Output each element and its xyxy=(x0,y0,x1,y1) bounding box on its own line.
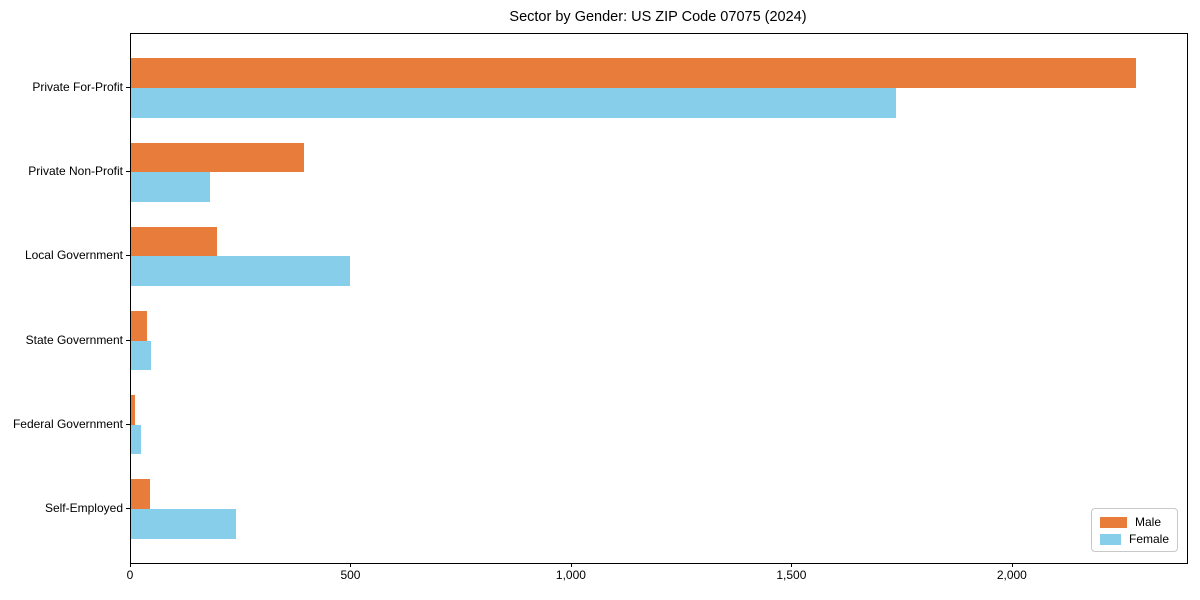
bar-female-4 xyxy=(131,424,142,455)
bar-female-3 xyxy=(131,340,151,371)
x-tick-mark xyxy=(791,563,793,567)
bar-female-0 xyxy=(131,88,896,118)
bar-female-1 xyxy=(131,172,210,202)
legend-item-male: Male xyxy=(1100,515,1169,529)
legend-label-male: Male xyxy=(1135,515,1162,529)
legend-swatch-female xyxy=(1100,533,1121,545)
y-tick-mark xyxy=(126,255,130,257)
legend-label-female: Female xyxy=(1128,532,1169,546)
bar-male-2 xyxy=(131,226,217,257)
y-tick-label-3: State Government xyxy=(25,332,123,347)
y-tick-label-1: Private Non-Profit xyxy=(28,164,123,179)
bar-female-5 xyxy=(131,509,236,539)
y-tick-mark xyxy=(126,87,130,88)
bar-female-2 xyxy=(131,256,351,287)
x-tick-mark xyxy=(350,563,352,567)
y-tick-mark xyxy=(126,508,130,509)
legend-item-female: Female xyxy=(1100,532,1169,546)
legend-swatch-male xyxy=(1100,516,1127,528)
x-tick-label-3: 1,500 xyxy=(776,568,807,582)
bar-male-4 xyxy=(131,395,135,425)
x-tick-label-4: 2,000 xyxy=(996,568,1027,582)
bar-male-5 xyxy=(131,479,150,509)
y-tick-mark xyxy=(126,171,130,173)
legend: Male Female xyxy=(1091,508,1178,552)
y-tick-label-5: Self-Employed xyxy=(44,501,123,515)
y-tick-mark xyxy=(126,339,130,341)
y-tick-label-2: Local Government xyxy=(24,248,123,263)
bar-male-3 xyxy=(131,310,147,341)
x-tick-label-2: 1,000 xyxy=(555,568,586,582)
x-tick-label-1: 500 xyxy=(340,568,361,582)
bar-male-0 xyxy=(131,58,1137,88)
x-tick-mark xyxy=(130,563,131,567)
x-tick-mark xyxy=(1011,563,1013,567)
x-tick-mark xyxy=(570,563,572,567)
chart-title: Sector by Gender: US ZIP Code 07075 (202… xyxy=(509,9,807,25)
x-tick-label-0: 0 xyxy=(126,568,134,582)
y-tick-mark xyxy=(126,423,130,425)
y-tick-label-4: Federal Government xyxy=(12,416,123,431)
plot-area xyxy=(130,33,1188,564)
y-tick-label-0: Private For-Profit xyxy=(32,80,123,94)
bar-male-1 xyxy=(131,142,304,173)
